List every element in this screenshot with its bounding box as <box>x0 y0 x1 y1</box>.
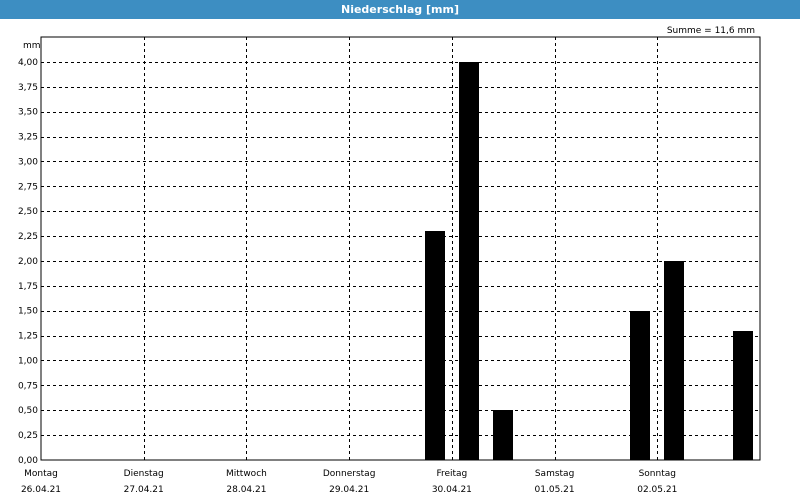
chart-title-bar: Niederschlag [mm] <box>0 0 800 19</box>
bar <box>493 410 513 460</box>
chart-title: Niederschlag [mm] <box>341 3 459 16</box>
y-tick-label: 0,75 <box>18 381 38 391</box>
y-tick-label: 1,50 <box>18 307 38 317</box>
y-tick-label: 2,00 <box>18 257 38 267</box>
y-tick-label: 2,50 <box>18 207 38 217</box>
y-tick-label: 4,00 <box>18 58 38 68</box>
y-tick-label: 2,75 <box>18 182 38 192</box>
x-tick-weekday: Donnerstag <box>323 469 376 479</box>
grid-lines <box>41 37 760 460</box>
bar <box>664 261 684 460</box>
x-tick-weekday: Montag <box>24 469 58 479</box>
y-tick-label: 0,25 <box>18 431 38 441</box>
y-axis-label: mm <box>23 41 41 51</box>
x-tick-date: 28.04.21 <box>226 485 266 495</box>
y-tick-label: 1,75 <box>18 282 38 292</box>
bars <box>425 62 753 460</box>
y-tick-label: 1,00 <box>18 356 38 366</box>
y-tick-label: 0,00 <box>18 456 38 466</box>
x-tick-weekday: Samstag <box>535 469 574 479</box>
y-tick-label: 3,75 <box>18 83 38 93</box>
y-tick-label: 0,50 <box>18 406 38 416</box>
y-tick-label: 1,25 <box>18 332 38 342</box>
x-tick-date: 27.04.21 <box>124 485 164 495</box>
plot-frame <box>40 36 761 461</box>
x-tick-date: 01.05.21 <box>535 485 575 495</box>
bar <box>733 331 753 460</box>
x-tick-weekday: Freitag <box>436 469 467 479</box>
y-tick-label: 2,25 <box>18 232 38 242</box>
x-tick-date: 02.05.21 <box>637 485 677 495</box>
x-tick-weekday: Sonntag <box>639 469 676 479</box>
x-tick-date: 30.04.21 <box>432 485 472 495</box>
x-tick-labels: Montag 26.04.21 Dienstag 27.04.21 Mittwoch 28… <box>21 469 677 495</box>
y-tick-label: 3,50 <box>18 108 38 118</box>
x-tick-weekday: Mittwoch <box>226 469 267 479</box>
y-tick-label: 3,00 <box>18 157 38 167</box>
y-tick-label: 3,25 <box>18 133 38 143</box>
x-tick-weekday: Dienstag <box>124 469 164 479</box>
bar <box>630 311 650 460</box>
y-tick-labels: 0,00 0,25 0,50 0,75 1,00 1,25 1,50 1,75 2,00 2,25… <box>18 58 38 466</box>
x-tick-date: 26.04.21 <box>21 485 61 495</box>
x-tick-date: 29.04.21 <box>329 485 369 495</box>
sum-label: Summe = 11,6 mm <box>667 26 755 36</box>
bar <box>425 231 445 460</box>
bar <box>459 62 479 460</box>
